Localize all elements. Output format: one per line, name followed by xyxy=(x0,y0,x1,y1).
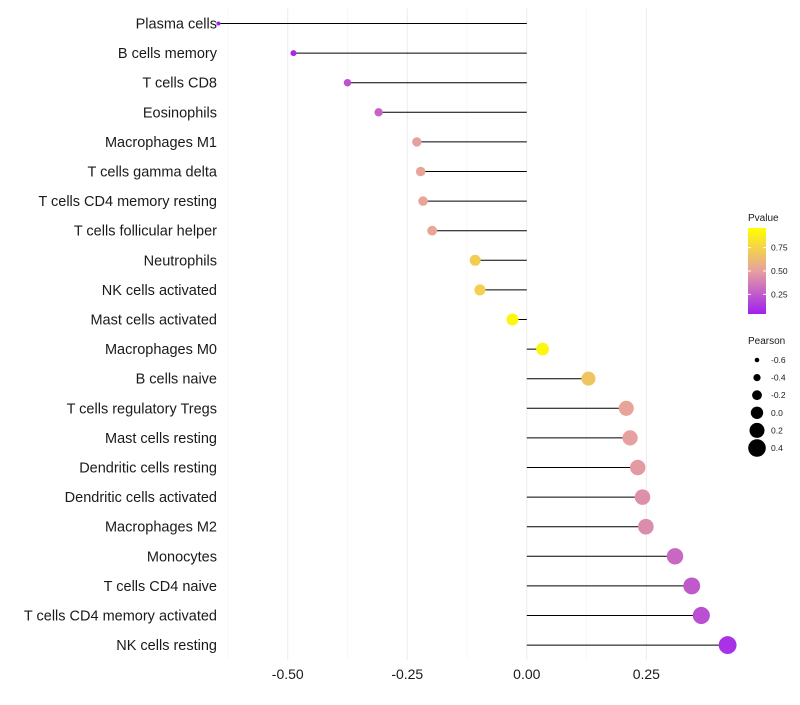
size-legend-key xyxy=(748,439,766,457)
lollipop-point xyxy=(427,225,438,236)
size-legend-label: -0.2 xyxy=(771,390,786,400)
lollipop-points xyxy=(216,21,737,655)
size-legend-label: 0.2 xyxy=(771,425,783,435)
lollipop-point xyxy=(630,459,646,476)
pearson-legend-title: Pearson xyxy=(748,336,785,347)
y-axis-label: Eosinophils xyxy=(143,105,217,121)
lollipop-point xyxy=(374,108,383,117)
lollipop-point xyxy=(343,78,352,87)
pvalue-colorbar xyxy=(748,228,766,314)
x-tick-label: -0.25 xyxy=(391,666,423,682)
lollipop-point xyxy=(692,606,710,625)
lollipop-point xyxy=(683,577,701,595)
y-axis-label: T cells CD8 xyxy=(142,76,217,92)
y-axis-label: Macrophages M0 xyxy=(105,342,217,358)
y-axis-label: NK cells activated xyxy=(102,283,217,299)
y-axis-label: B cells naive xyxy=(136,372,217,388)
y-axis-label: T cells follicular helper xyxy=(74,224,217,240)
lollipop-point xyxy=(536,342,550,356)
pearson-legend: Pearson -0.6 -0.4 -0.2 0.0 0.2 0.4 xyxy=(748,336,786,457)
lollipop-point xyxy=(618,400,634,416)
y-axis-label: T cells CD4 naive xyxy=(104,579,217,595)
y-axis-label: Dendritic cells resting xyxy=(79,461,217,477)
y-axis-label: B cells memory xyxy=(118,46,218,62)
size-legend-label: 0.0 xyxy=(771,408,783,418)
y-axis-label: T cells CD4 memory resting xyxy=(38,194,217,210)
y-axis-label: Neutrophils xyxy=(144,253,217,269)
lollipop-point xyxy=(634,489,651,505)
lollipop-point xyxy=(474,284,486,296)
colorbar-tick-label: 0.50 xyxy=(771,266,788,276)
lollipop-point xyxy=(666,548,684,565)
lollipop-point xyxy=(415,166,426,177)
size-legend-label: 0.4 xyxy=(771,443,783,453)
lollipop-point xyxy=(469,254,481,266)
size-legend-key xyxy=(753,374,761,382)
size-legend-key xyxy=(750,406,764,419)
y-axis-label: Plasma cells xyxy=(136,17,217,33)
y-axis-label: Dendritic cells activated xyxy=(65,490,217,506)
x-tick-label: 0.00 xyxy=(513,666,540,682)
lollipop-point xyxy=(418,196,428,206)
pvalue-legend-title: Pvalue xyxy=(748,213,779,224)
size-legend-key xyxy=(752,390,762,401)
size-legend-label: -0.4 xyxy=(771,373,786,383)
lollipop-point xyxy=(290,50,297,57)
lollipop-point xyxy=(581,371,596,386)
y-axis-label: T cells CD4 memory activated xyxy=(24,609,217,625)
x-tick-label: -0.50 xyxy=(272,666,304,682)
lollipop-point xyxy=(622,430,638,446)
lollipop-point xyxy=(506,313,519,326)
x-tick-label: 0.25 xyxy=(633,666,660,682)
y-axis-label: Mast cells activated xyxy=(90,313,217,329)
y-axis-label: Macrophages M2 xyxy=(105,520,217,536)
pvalue-legend: Pvalue 0.25 0.50 0.75 xyxy=(748,213,788,314)
lollipop-point xyxy=(638,518,654,535)
lollipop-point xyxy=(216,21,221,26)
y-axis-label: Macrophages M1 xyxy=(105,135,217,151)
y-axis-label: T cells regulatory Tregs xyxy=(67,401,217,417)
colorbar-tick-label: 0.25 xyxy=(771,289,788,299)
y-axis-label: Mast cells resting xyxy=(105,431,217,447)
lollipop-stems xyxy=(218,23,728,646)
size-legend-key xyxy=(749,422,765,438)
size-legend-label: -0.6 xyxy=(771,355,786,365)
lollipop-point xyxy=(718,636,737,655)
size-legend-key xyxy=(754,357,760,363)
y-axis-labels: Plasma cells B cells memory T cells CD8 Eos… xyxy=(24,17,218,655)
lollipop-point xyxy=(412,137,422,147)
y-axis-label: Monocytes xyxy=(147,549,217,565)
colorbar-tick-label: 0.75 xyxy=(771,243,788,253)
y-axis-label: NK cells resting xyxy=(116,638,217,654)
x-axis-tick-labels: -0.50 -0.25 0.00 0.25 xyxy=(272,666,660,682)
gridlines xyxy=(227,8,647,660)
y-axis-label: T cells gamma delta xyxy=(88,165,218,181)
